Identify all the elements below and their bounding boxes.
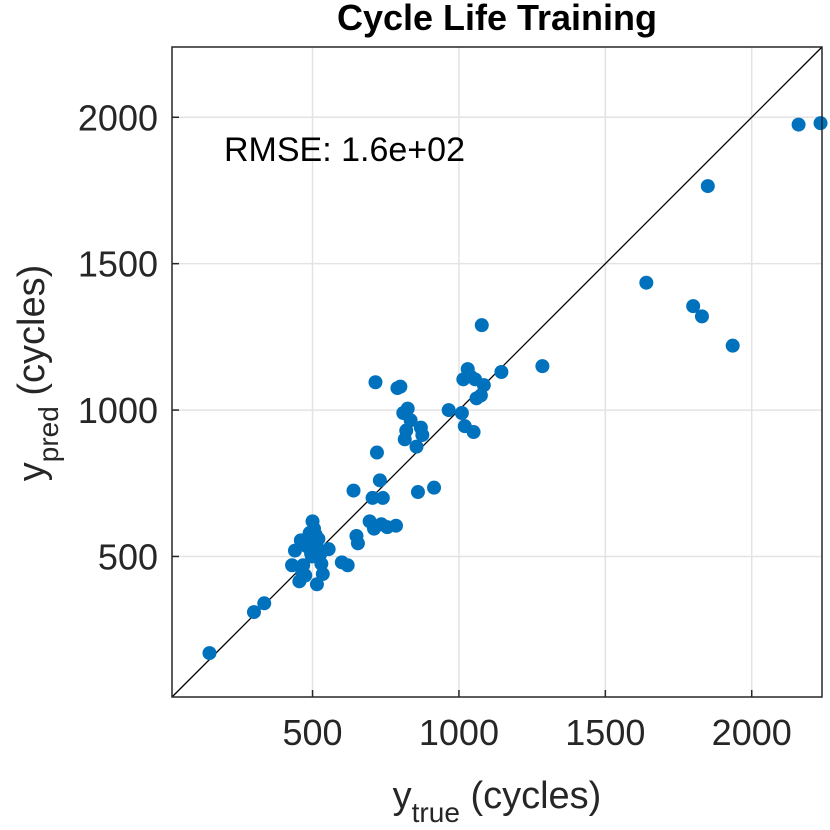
data-point [454, 405, 469, 420]
x-tick-label: 1500 [565, 712, 645, 753]
data-point [309, 577, 324, 592]
y-axis-label: ypred (cycles) [11, 265, 64, 482]
data-point [466, 425, 481, 440]
data-point [365, 490, 380, 505]
tick-labels-layer: 500 1000 1500 2000 500 1000 1500 2000 [78, 97, 792, 753]
data-point [388, 518, 403, 533]
x-axis-label-main: y [393, 775, 412, 817]
data-point [314, 556, 329, 571]
data-point [441, 403, 456, 418]
data-point [476, 378, 491, 393]
x-tick-label: 500 [283, 712, 343, 753]
data-point [368, 375, 383, 390]
y-tick-label: 2000 [78, 97, 158, 138]
x-tick-label: 1000 [419, 712, 499, 753]
plot-area-border [171, 46, 823, 698]
rmse-annotation: RMSE: 1.6e+02 [224, 131, 465, 169]
y-tick-label: 500 [98, 536, 158, 577]
data-point [403, 413, 418, 428]
data-point [725, 338, 740, 353]
data-point [372, 473, 387, 488]
data-point [369, 445, 384, 460]
data-point [694, 309, 709, 324]
data-point [415, 427, 430, 442]
data-point [427, 480, 442, 495]
data-points-layer [202, 116, 828, 661]
data-point [410, 485, 425, 500]
data-point [639, 275, 654, 290]
chart-title: Cycle Life Training [337, 0, 657, 38]
y-axis-label-main: y [11, 462, 53, 481]
y-axis-label-subscript: pred [33, 406, 64, 462]
data-point [257, 596, 272, 611]
data-point [340, 558, 355, 573]
x-axis-label-subscript: true [412, 797, 460, 828]
x-axis-label: ytrue (cycles) [393, 775, 602, 828]
data-point [287, 543, 302, 558]
data-point [346, 483, 361, 498]
data-point [400, 401, 415, 416]
data-point [311, 531, 326, 546]
data-point [474, 318, 489, 333]
y-tick-label: 1000 [78, 390, 158, 431]
data-point [686, 299, 701, 314]
data-point [246, 605, 261, 620]
data-point [409, 439, 424, 454]
data-point [791, 117, 806, 132]
data-point [315, 567, 330, 582]
data-point [393, 379, 408, 394]
x-axis-label-units: (cycles) [460, 775, 601, 817]
grid-layer [172, 47, 822, 697]
x-tick-label: 2000 [712, 712, 792, 753]
data-point [202, 646, 217, 661]
data-point [321, 542, 336, 557]
y-axis-label-group: ypred (cycles) [11, 265, 64, 482]
data-point [494, 365, 509, 379]
data-point [813, 116, 828, 131]
data-point [285, 558, 300, 573]
data-point [535, 359, 550, 374]
data-point [375, 490, 390, 505]
data-point [298, 568, 313, 583]
data-point [350, 536, 365, 551]
y-axis-label-units: (cycles) [11, 265, 53, 406]
data-point [700, 179, 715, 194]
y-tick-label: 1500 [78, 244, 158, 285]
